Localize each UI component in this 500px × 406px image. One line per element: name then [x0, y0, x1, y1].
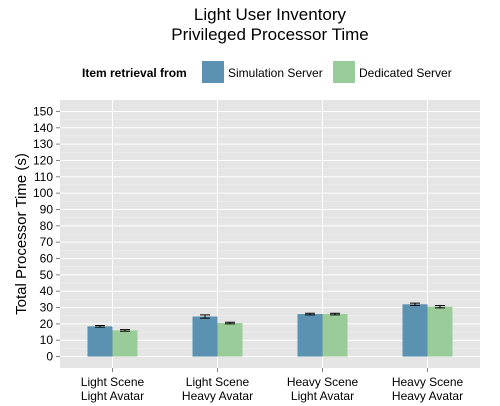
bar-simulation-server	[192, 316, 218, 357]
legend-title: Item retrieval from	[82, 66, 187, 80]
bar-dedicated-server	[322, 314, 348, 357]
bar-simulation-server	[297, 314, 323, 357]
bar-dedicated-server	[427, 306, 453, 357]
error-bar-dedicated-server	[330, 312, 340, 316]
error-bar-dedicated-server	[435, 305, 445, 309]
bars	[87, 302, 453, 357]
legend: Item retrieval from Simulation Server De…	[82, 61, 452, 83]
y-tick-label: 100	[33, 186, 53, 200]
bar-simulation-server	[402, 304, 428, 357]
x-tick-label: Heavy Avatar	[182, 389, 253, 403]
bar-dedicated-server	[112, 330, 138, 357]
y-tick-label: 80	[40, 219, 54, 233]
legend-label-dedicated-server: Dedicated Server	[359, 66, 452, 80]
y-tick-label: 150	[33, 104, 53, 118]
x-tick-label: Light Scene	[186, 375, 250, 389]
y-axis-label: Total Processor Time (s)	[13, 153, 30, 315]
y-tick-label: 50	[40, 268, 54, 282]
x-tick-label: Light Avatar	[291, 389, 354, 403]
bar-simulation-server	[87, 326, 113, 357]
x-tick-label: Heavy Avatar	[392, 389, 463, 403]
error-bar-simulation-server	[200, 314, 210, 319]
y-tick-label: 20	[40, 317, 54, 331]
y-axis: 0 10 20 30 40 50 60 70 80 90 100 110 120 130 140 150	[33, 104, 60, 364]
error-bar-simulation-server	[95, 325, 105, 328]
y-tick-label: 30	[40, 301, 54, 315]
y-tick-label: 40	[40, 284, 54, 298]
error-bar-dedicated-server	[225, 321, 235, 325]
x-tick-label: Heavy Scene	[392, 375, 464, 389]
x-tick-label: Light Avatar	[81, 389, 144, 403]
error-bar-dedicated-server	[120, 329, 130, 332]
y-tick-label: 120	[33, 153, 53, 167]
x-tick-label: Heavy Scene	[287, 375, 359, 389]
legend-label-simulation-server: Simulation Server	[228, 66, 323, 80]
y-tick-label: 70	[40, 235, 54, 249]
y-tick-label: 60	[40, 252, 54, 266]
chart-title-line-2: Privileged Processor Time	[171, 25, 368, 44]
legend-swatch-dedicated-server	[333, 61, 355, 83]
y-tick-label: 0	[46, 350, 53, 364]
y-tick-label: 110	[34, 170, 53, 184]
y-tick-label: 130	[33, 137, 53, 151]
legend-swatch-simulation-server	[202, 61, 224, 83]
x-tick-label: Light Scene	[81, 375, 145, 389]
bar-dedicated-server	[217, 323, 243, 357]
y-tick-label: 140	[33, 121, 53, 135]
error-bar-simulation-server	[305, 312, 315, 316]
y-tick-label: 10	[40, 333, 54, 347]
y-tick-label: 90	[40, 202, 54, 216]
error-bar-simulation-server	[410, 302, 420, 306]
chart-title-line-1: Light User Inventory	[194, 5, 347, 24]
